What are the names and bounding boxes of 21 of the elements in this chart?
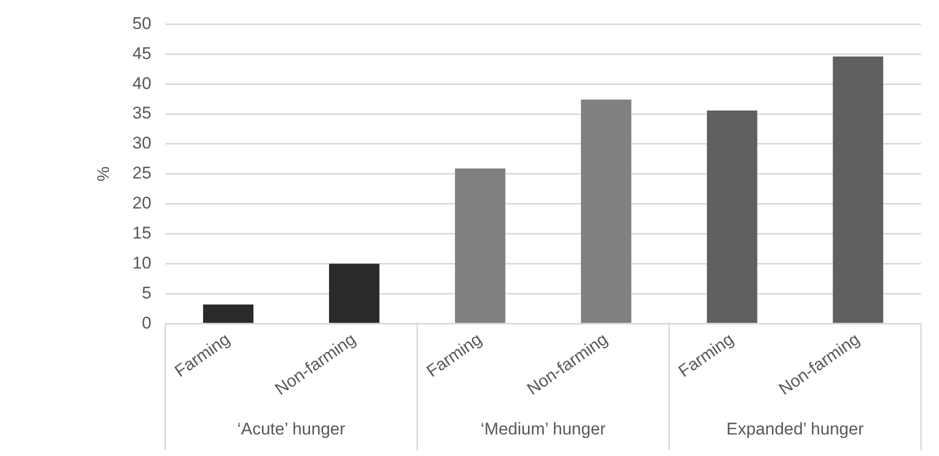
text: ‘Medium’ hunger	[480, 420, 606, 439]
text: ‘Acute’ hunger	[237, 420, 346, 439]
y-tick-label: 25	[132, 164, 152, 183]
bar	[580, 100, 632, 323]
bar	[454, 168, 506, 323]
y-tick-label: 20	[132, 194, 152, 213]
y-tick-label: 35	[132, 104, 152, 123]
y-tick-label: 30	[132, 134, 152, 153]
y-axis-title: %	[94, 166, 113, 182]
y-tick-label: 5	[142, 283, 152, 302]
y-tick-label: 10	[132, 253, 152, 272]
y-tick-label: 15	[132, 223, 152, 242]
bar	[832, 56, 884, 323]
y-tick-label: 50	[132, 14, 152, 33]
bar	[706, 110, 758, 323]
bar	[203, 304, 254, 323]
y-tick-label: 45	[132, 44, 152, 63]
y-tick-label: 40	[132, 74, 152, 93]
bar	[329, 264, 380, 323]
text: Expanded’ hunger	[726, 420, 864, 439]
y-tick-label: 0	[142, 313, 152, 332]
